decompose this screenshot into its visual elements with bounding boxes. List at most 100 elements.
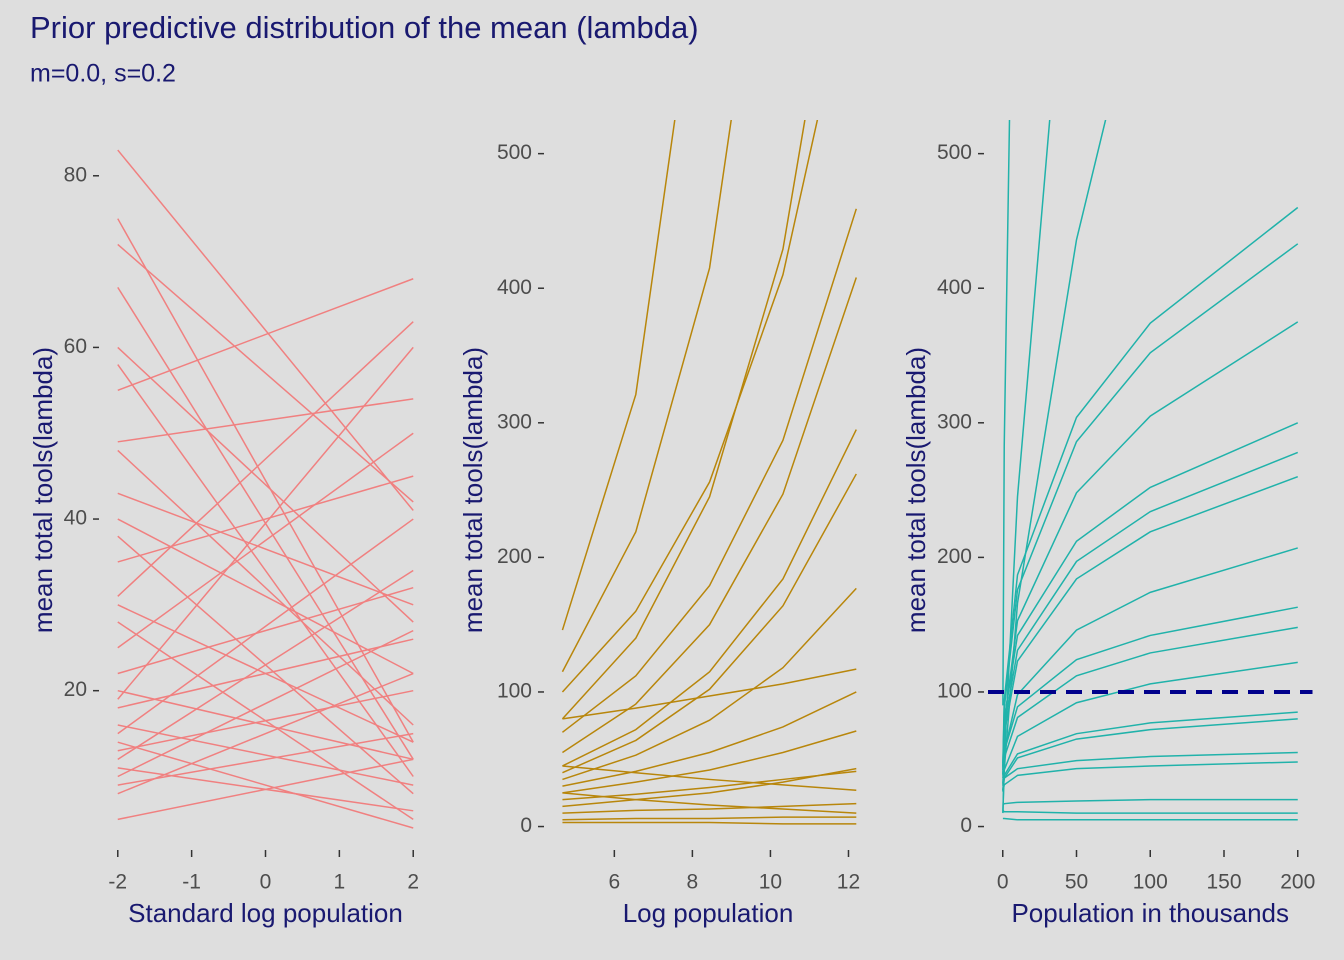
y-tick-label: 100 [497, 680, 532, 703]
series-line [117, 741, 414, 829]
series-line [561, 208, 858, 733]
x-tick-label: 10 [759, 871, 782, 894]
y-tick-label: 500 [937, 141, 972, 164]
x-tick-label: 0 [997, 871, 1009, 894]
series-line [117, 346, 414, 700]
series-line [561, 120, 819, 693]
series-line [117, 149, 414, 511]
x-tick-label: 100 [1133, 871, 1168, 894]
x-axis-label: Population in thousands [1011, 898, 1289, 928]
series-line [117, 732, 414, 786]
series-line [1002, 206, 1299, 764]
series-line [561, 120, 676, 631]
plot-area [1002, 120, 1299, 821]
series-line [117, 278, 414, 392]
series-line [117, 449, 414, 726]
x-tick-label: 8 [687, 871, 699, 894]
series-line [562, 691, 857, 787]
series-line [117, 475, 414, 563]
plot-area [561, 120, 858, 825]
series-line [562, 802, 857, 814]
series-line [1002, 798, 1298, 806]
y-tick-label: 100 [937, 680, 972, 703]
x-axis-label: Standard log population [128, 898, 403, 928]
x-tick-label: 2 [407, 871, 419, 894]
series-line [1002, 751, 1298, 787]
series-line [562, 587, 857, 781]
series-line [1002, 626, 1298, 784]
x-tick-label: 0 [260, 871, 272, 894]
series-line [562, 429, 857, 767]
series-line [562, 770, 857, 801]
series-line [117, 364, 414, 777]
x-tick-label: 6 [608, 871, 620, 894]
y-tick-label: 200 [497, 545, 532, 568]
series-line [117, 586, 414, 675]
series-line [561, 120, 732, 673]
y-tick-label: 0 [960, 814, 972, 837]
series-line [1002, 120, 1051, 814]
series-line [562, 277, 858, 754]
series-line [1002, 475, 1299, 775]
series-line [117, 758, 414, 821]
series-line [117, 638, 414, 709]
y-axis-label: mean total tools(lambda) [458, 347, 488, 633]
series-line [117, 689, 414, 761]
series-line [561, 120, 806, 720]
series-line [1002, 809, 1298, 814]
series-line [117, 398, 414, 443]
series-line [117, 321, 414, 597]
series-line [117, 518, 414, 735]
y-tick-label: 40 [64, 507, 87, 530]
series-line [1002, 718, 1298, 792]
series-line [117, 218, 414, 743]
series-line [117, 518, 414, 675]
y-tick-label: 300 [937, 410, 972, 433]
series-line [562, 473, 857, 774]
y-tick-label: 80 [64, 163, 87, 186]
series-line [117, 629, 414, 778]
x-tick-label: 50 [1065, 871, 1088, 894]
series-line [117, 243, 414, 503]
series-line [1002, 661, 1298, 791]
x-tick-label: -1 [182, 871, 201, 894]
series-line [562, 767, 857, 808]
series-line [1002, 321, 1299, 776]
series-line [1002, 817, 1298, 821]
y-tick-label: 500 [497, 141, 532, 164]
series-line [1002, 120, 1011, 706]
chart-title: Prior predictive distribution of the mea… [30, 10, 699, 45]
series-line [1002, 422, 1299, 767]
x-tick-label: 12 [837, 871, 860, 894]
series-line [562, 730, 857, 794]
y-tick-label: 300 [497, 410, 532, 433]
x-tick-label: 200 [1280, 871, 1315, 894]
x-axis-label: Log population [623, 898, 794, 928]
series-line [1002, 711, 1298, 791]
series-line [117, 672, 414, 795]
y-tick-label: 60 [64, 335, 87, 358]
series-line [117, 492, 414, 606]
series-line [117, 346, 414, 623]
series-line [117, 432, 414, 649]
y-tick-label: 20 [64, 678, 87, 701]
y-axis-label: mean total tools(lambda) [901, 347, 931, 633]
y-tick-label: 0 [520, 814, 532, 837]
x-tick-label: 150 [1206, 871, 1241, 894]
series-line [562, 668, 857, 720]
plot-area [117, 149, 414, 829]
series-line [562, 816, 857, 821]
chart-subtitle: m=0.0, s=0.2 [30, 60, 176, 88]
series-line [117, 724, 414, 786]
series-line [562, 792, 857, 814]
series-line [562, 765, 857, 791]
y-tick-label: 400 [497, 276, 532, 299]
series-line [562, 821, 857, 825]
series-line [117, 689, 414, 752]
x-tick-label: 1 [334, 871, 346, 894]
y-axis-label: mean total tools(lambda) [28, 347, 58, 633]
x-tick-label: -2 [108, 871, 127, 894]
series-line [117, 569, 414, 760]
y-tick-label: 200 [937, 545, 972, 568]
